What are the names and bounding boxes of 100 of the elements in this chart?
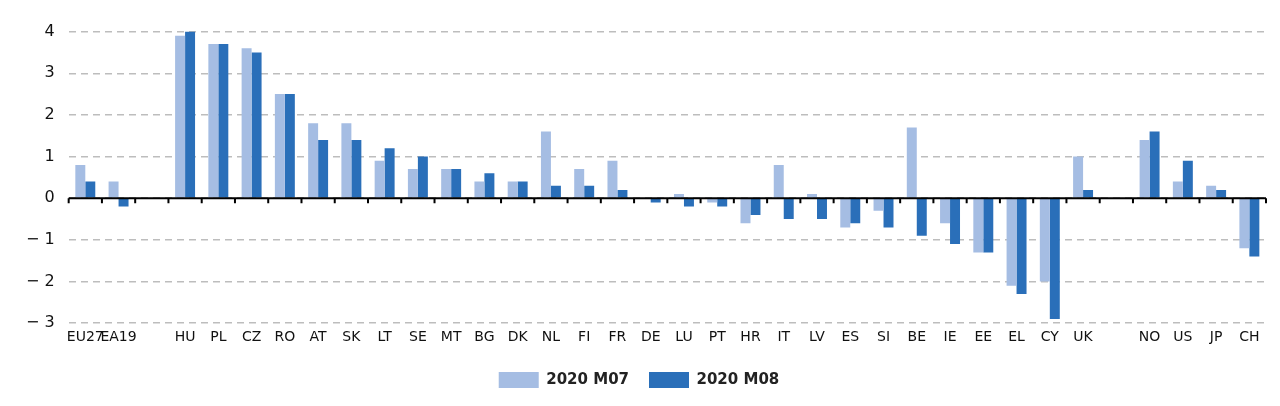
bar [783,198,794,220]
x-tick-label: PL [210,328,227,345]
x-tick-label: US [1173,328,1193,345]
x-tick-label: NO [1138,328,1161,345]
x-tick-label: CH [1239,328,1260,345]
bar [85,181,96,198]
x-tick-label: MT [440,328,462,345]
bar [550,185,561,198]
x-tick-label: DK [507,328,529,345]
y-tick-label: 4 [44,20,55,40]
bar [108,181,119,198]
bar [175,35,186,198]
bar [1016,198,1027,295]
x-tick-label: JP [1208,328,1223,345]
x-tick-label: BG [474,328,495,345]
x-tick-label: LU [675,328,693,345]
bar [118,198,129,207]
x-tick-label: EL [1008,328,1026,345]
bar [1039,198,1050,282]
bar [773,164,784,198]
bar [973,198,984,253]
bar [750,198,761,215]
y-tick-label: 2 [44,104,55,124]
x-tick-label: DE [640,328,661,345]
bar [374,160,385,198]
x-tick-label: HU [174,328,196,345]
x-tick-label: UK [1073,328,1094,345]
x-tick-label: LV [809,328,826,345]
bar [916,198,927,236]
bar [1006,198,1017,286]
x-tick-label: AT [309,328,328,345]
bar [251,52,262,198]
bar [1182,160,1193,198]
bar [1149,131,1160,198]
bar [1083,189,1094,198]
bar [351,139,362,198]
bar [451,169,462,198]
bar [241,48,252,198]
bar [906,127,917,198]
y-tick-label: − 3 [26,312,55,332]
bar [1216,189,1227,198]
bar [1139,139,1150,198]
bar [318,139,329,198]
bar [474,181,485,198]
bar [574,169,585,198]
bar [441,169,452,198]
bar [584,185,595,198]
y-tick-label: 0 [44,187,55,207]
y-tick-label: − 1 [26,229,55,249]
bar [940,198,951,224]
bar [517,181,528,198]
bar [1172,181,1183,198]
bar [1206,185,1217,198]
legend-label: 2020 M07 [546,369,630,388]
bar [407,169,418,198]
x-tick-label: HR [740,328,761,345]
legend-label: 2020 M08 [696,369,780,388]
x-tick-label: NL [541,328,561,345]
x-tick-label: CZ [241,328,262,345]
x-tick-label: CY [1040,328,1060,345]
bar [218,44,229,198]
x-tick-label: FI [578,328,591,345]
y-tick-label: 3 [44,62,55,82]
x-tick-label: FR [608,328,627,345]
x-tick-label: RO [274,328,296,345]
bar [274,94,285,198]
bar [308,123,319,198]
bar [840,198,851,228]
bar [1249,198,1260,257]
bar [817,198,827,220]
bar [1239,198,1250,249]
bar [185,31,196,198]
x-tick-label: BE [907,328,927,345]
bar [717,198,728,207]
bar [540,131,551,198]
x-tick-label: SK [342,328,362,345]
x-tick-label: LT [377,328,393,345]
bar [507,181,518,198]
bar [208,44,219,198]
y-tick-label: 1 [44,145,55,165]
bar [950,198,961,245]
x-tick-label: IE [943,328,957,345]
bar [284,94,295,198]
y-tick-label: − 2 [26,270,55,290]
bar [607,160,618,198]
bar [1049,198,1060,320]
x-tick-label: SE [409,328,427,345]
bar [417,156,428,198]
bar [850,198,861,224]
bar [683,198,694,207]
bar [617,189,628,198]
x-tick-label: IT [777,328,791,345]
bar [983,198,994,253]
x-tick-label: SI [877,328,891,345]
bar [384,148,395,198]
bar [873,198,884,211]
x-tick-label: ES [841,328,860,345]
bar [75,164,86,198]
bar [1073,156,1084,198]
x-tick-label: PT [708,328,727,345]
